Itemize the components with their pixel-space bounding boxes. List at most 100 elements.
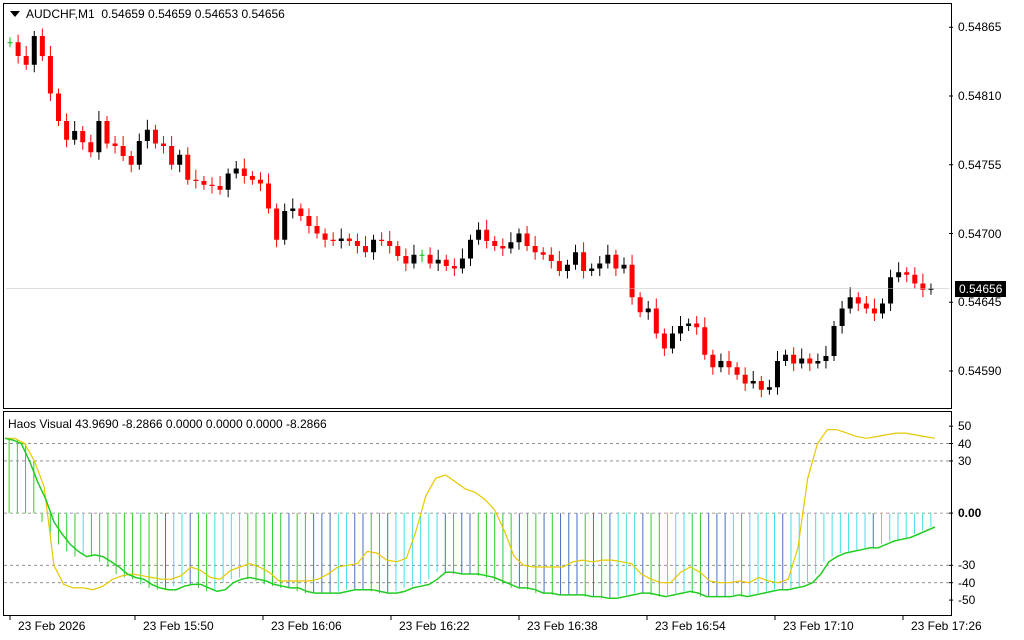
candle-body xyxy=(468,239,473,259)
candle-body xyxy=(774,361,780,388)
candle-body xyxy=(847,297,853,309)
candle-body xyxy=(290,208,296,211)
candle-body xyxy=(128,156,134,165)
candle-body xyxy=(371,239,377,253)
candle-body xyxy=(548,254,554,261)
candle-body xyxy=(427,254,433,264)
candle-body xyxy=(484,229,490,241)
candle-body xyxy=(524,233,530,246)
candle-body xyxy=(96,121,102,153)
candle-body xyxy=(516,233,522,243)
indicator-axis-label: -50 xyxy=(958,593,976,608)
candle-body xyxy=(314,226,320,234)
candle-body xyxy=(282,211,288,240)
candle-body xyxy=(330,239,336,241)
current-price-tag: 0.54656 xyxy=(955,280,1007,297)
candle-body xyxy=(120,146,126,156)
dropdown-triangle-icon[interactable] xyxy=(10,11,20,17)
candle-body xyxy=(766,387,772,390)
candle-body xyxy=(411,254,417,264)
symbol-info: AUDCHF,M1 0.54659 0.54659 0.54653 0.5465… xyxy=(10,7,285,21)
candle-body xyxy=(88,142,94,153)
candle-body xyxy=(241,168,247,176)
candle-body xyxy=(871,308,877,314)
candle-body xyxy=(152,129,158,144)
candle-body xyxy=(193,179,199,181)
candle-body xyxy=(169,146,175,165)
candle-body xyxy=(605,254,611,264)
candle-body xyxy=(362,246,368,253)
candle-body xyxy=(896,272,902,278)
candle-body xyxy=(726,361,732,368)
candle-body xyxy=(629,264,635,298)
candle-body xyxy=(39,36,45,56)
symbol-label: AUDCHF,M1 xyxy=(26,7,95,21)
candle-body xyxy=(144,129,150,141)
candle-body xyxy=(419,254,425,256)
candle-body xyxy=(734,367,740,375)
candle-body xyxy=(274,208,280,240)
candle-body xyxy=(581,252,587,271)
candle-body xyxy=(912,274,918,284)
candle-body xyxy=(694,323,700,328)
candle-body xyxy=(209,184,215,186)
time-axis-label: 23 Feb 15:50 xyxy=(143,619,214,633)
candle-body xyxy=(815,361,821,364)
candle-body xyxy=(346,238,352,241)
candle-body xyxy=(354,241,360,246)
candle-body xyxy=(306,216,312,226)
price-axis-label: 0.54700 xyxy=(958,226,1002,241)
indicator-axis-label: -30 xyxy=(958,558,976,573)
candle-body xyxy=(225,173,231,190)
candle-body xyxy=(435,259,441,264)
candle-body xyxy=(564,264,570,271)
candle-body xyxy=(233,168,239,174)
candle-body xyxy=(532,246,538,253)
candle-body xyxy=(443,259,449,266)
candle-body xyxy=(338,238,344,241)
candle-body xyxy=(556,261,562,271)
candle-body xyxy=(669,333,675,349)
price-axis-label: 0.54755 xyxy=(958,157,1002,172)
candle-body xyxy=(104,121,110,144)
candle-body xyxy=(136,141,142,165)
candle-body xyxy=(702,327,708,355)
candle-body xyxy=(185,154,191,180)
candle-body xyxy=(56,93,62,121)
indicator-axis-label: 0.00 xyxy=(958,506,982,521)
indicator-info: Haos Visual 43.9690 -8.2866 0.0000 0.000… xyxy=(8,417,327,431)
candle-body xyxy=(112,143,118,146)
candle-body xyxy=(508,242,514,249)
candle-body xyxy=(839,308,845,326)
indicator-axis-label: 30 xyxy=(958,453,972,468)
candle-body xyxy=(476,229,482,240)
candle-body xyxy=(783,354,789,361)
candle-body xyxy=(904,272,910,275)
candle-body xyxy=(266,183,272,209)
candle-body xyxy=(613,254,619,269)
candle-body xyxy=(177,154,183,165)
candle-body xyxy=(799,358,805,364)
time-axis-label: 23 Feb 16:22 xyxy=(399,619,470,633)
indicator-axis-label: 40 xyxy=(958,436,972,451)
time-axis-label: 23 Feb 16:54 xyxy=(655,619,726,633)
candle-body xyxy=(298,208,304,216)
indicator-axis-label: -40 xyxy=(958,575,976,590)
candle-body xyxy=(403,256,409,264)
candle-body xyxy=(920,283,926,290)
candle-body xyxy=(823,356,829,361)
price-chart-pane[interactable]: AUDCHF,M1 0.54659 0.54659 0.54653 0.5465… xyxy=(3,3,952,409)
candle-body xyxy=(80,131,86,143)
indicator-axis-label: 50 xyxy=(958,419,972,434)
candle-body xyxy=(387,241,393,246)
candle-body xyxy=(540,252,546,255)
candle-body xyxy=(573,252,579,265)
ohlc-values: 0.54659 0.54659 0.54653 0.54656 xyxy=(101,7,285,21)
candle-body xyxy=(451,266,457,269)
candle-body xyxy=(742,374,748,384)
candle-body xyxy=(653,308,659,334)
candle-body xyxy=(217,186,223,190)
candle-body xyxy=(379,239,385,241)
candle-body xyxy=(750,381,756,384)
